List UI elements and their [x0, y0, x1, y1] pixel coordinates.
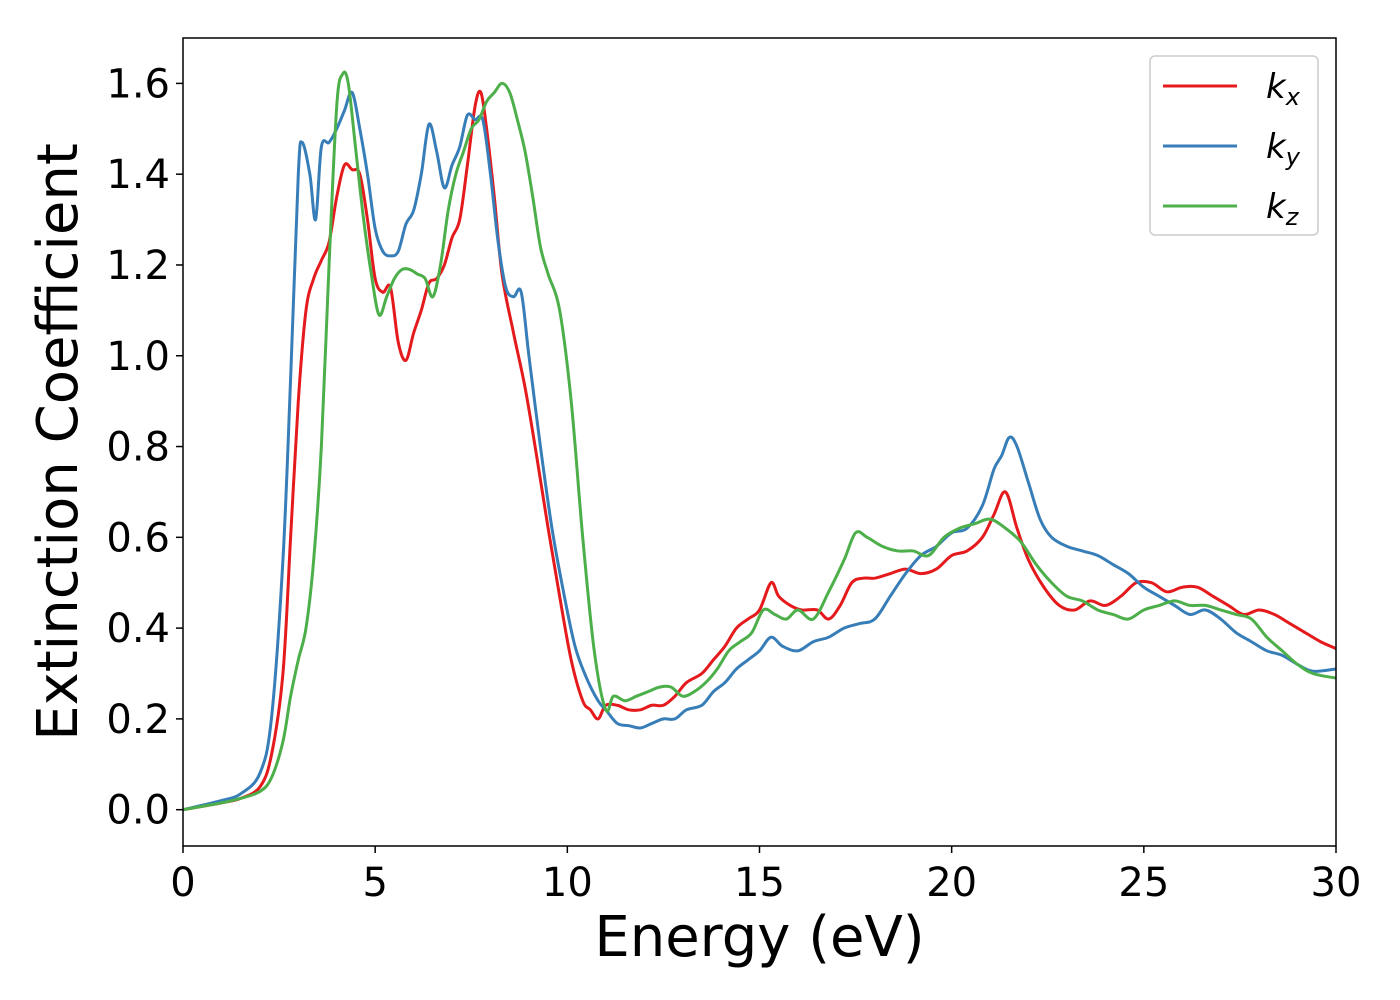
y-axis-label: Extinction Coefficient [26, 143, 91, 741]
x-tick-label: 15 [734, 860, 785, 906]
y-tick-label: 0.8 [106, 425, 170, 471]
x-axis-ticks: 0 5 10 15 20 25 30 [170, 846, 1361, 906]
y-tick-label: 1.0 [106, 334, 170, 380]
y-tick-label: 0.2 [106, 697, 170, 743]
y-tick-label: 0.6 [106, 515, 170, 561]
x-tick-label: 10 [542, 860, 593, 906]
y-tick-label: 0.4 [106, 606, 170, 652]
y-axis-ticks: 0.0 0.2 0.4 0.6 0.8 1.0 1.2 1.4 1.6 [106, 61, 183, 834]
x-tick-label: 0 [170, 860, 195, 906]
legend-label-kx: kx [1266, 67, 1301, 111]
y-tick-label: 1.4 [106, 152, 170, 198]
x-tick-label: 5 [362, 860, 387, 906]
y-tick-label: 1.2 [106, 243, 170, 289]
x-tick-label: 20 [926, 860, 977, 906]
x-tick-label: 25 [1118, 860, 1169, 906]
x-axis-label: Energy (eV) [594, 905, 924, 970]
series-layer [183, 70, 1336, 812]
plot-frame [182, 37, 1337, 847]
y-tick-label: 1.6 [106, 61, 170, 107]
series-line-kz [183, 70, 1336, 812]
x-tick-label: 30 [1311, 860, 1362, 906]
series-line-ky [183, 90, 1336, 812]
series-line-kx [183, 89, 1336, 812]
y-tick-label: 0.0 [106, 788, 170, 834]
